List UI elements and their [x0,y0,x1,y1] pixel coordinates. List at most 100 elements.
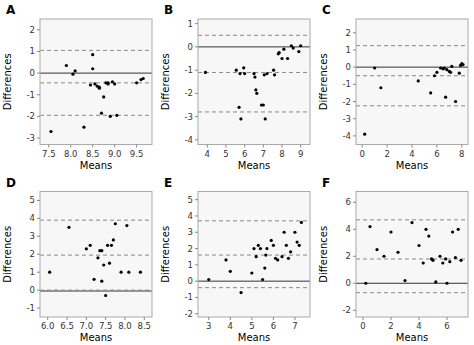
point [264,253,267,256]
tick-label: -2 [343,97,351,107]
panel-label: F [322,176,330,190]
point [445,282,448,285]
figure: 7.58.08.59.09.5-3-2-1012MeansDifferences… [0,0,474,345]
point [265,247,268,250]
point [280,255,283,258]
tick-label: -4 [185,135,193,145]
tick [195,23,198,24]
point [235,69,238,72]
tick [195,215,198,216]
tick-label: 3 [206,321,211,331]
reference-line [198,281,310,282]
marks [198,221,310,294]
point [429,91,432,94]
panel: 7.58.08.59.09.5-3-2-1012MeansDifferences… [2,3,152,171]
point [457,228,460,231]
point [237,106,240,109]
plot-area [198,192,310,318]
tick-label: 4 [188,211,193,221]
point [295,240,298,243]
tick-label: 9 [298,149,303,159]
reference-line [356,283,468,284]
point [363,133,366,136]
tick [105,317,106,320]
tick-label: 6 [434,149,439,159]
tick [195,139,198,140]
tick-label: 1 [188,260,193,270]
point [434,280,437,283]
tick [353,67,356,68]
point [82,126,85,129]
point [257,244,260,247]
tick [86,317,87,320]
point [71,73,74,76]
point [283,231,286,234]
plot-area [356,19,468,145]
point [113,82,116,85]
tick-label: 4 [205,149,210,159]
tick [114,145,115,148]
point [444,257,447,260]
frame [356,19,468,145]
y-axis-label: Differences [318,53,329,110]
reference-line [40,255,152,256]
tick [195,46,198,47]
point [278,51,281,54]
point [110,244,113,247]
point [49,130,52,133]
point [112,238,115,241]
point [297,50,300,53]
point [265,72,268,75]
tick [70,145,71,148]
point [114,222,117,225]
tick [353,283,356,284]
reference-line [356,219,468,220]
marks [198,35,310,120]
panel-label: D [6,176,16,190]
point [431,259,434,262]
point [441,261,444,264]
marks [40,220,152,297]
x-axis-label: Means [396,332,428,343]
tick-label: 8.5 [138,321,152,331]
point [207,278,210,281]
point [417,244,420,247]
tick [195,281,198,282]
tick [273,317,274,320]
reference-line [40,50,152,51]
tick [195,93,198,94]
reference-line [356,258,468,259]
tick [251,317,252,320]
reference-line [198,287,310,288]
point [102,263,105,266]
point [253,76,256,79]
point [451,230,454,233]
point [109,115,112,118]
panel: 456789-4-3-2-101MeansDifferencesB [160,3,310,171]
tick-label: 3 [30,231,35,241]
point [368,225,371,228]
y-axis-label: Differences [2,226,13,283]
point [450,65,453,68]
point [48,271,51,274]
point [238,72,241,75]
point [85,247,88,250]
point [106,81,109,84]
tick [391,317,392,320]
tick-label: 4 [409,149,414,159]
point [293,231,296,234]
point [459,259,462,262]
point [438,255,441,258]
tick [244,145,245,148]
point [273,73,276,76]
point [91,53,94,56]
tick [230,317,231,320]
reference-line [198,35,310,36]
tick-label: 8 [459,149,464,159]
tick-label: -3 [343,114,351,124]
tick [37,236,40,237]
tick [282,145,283,148]
point [454,100,457,103]
point [135,81,138,84]
point [65,64,68,67]
